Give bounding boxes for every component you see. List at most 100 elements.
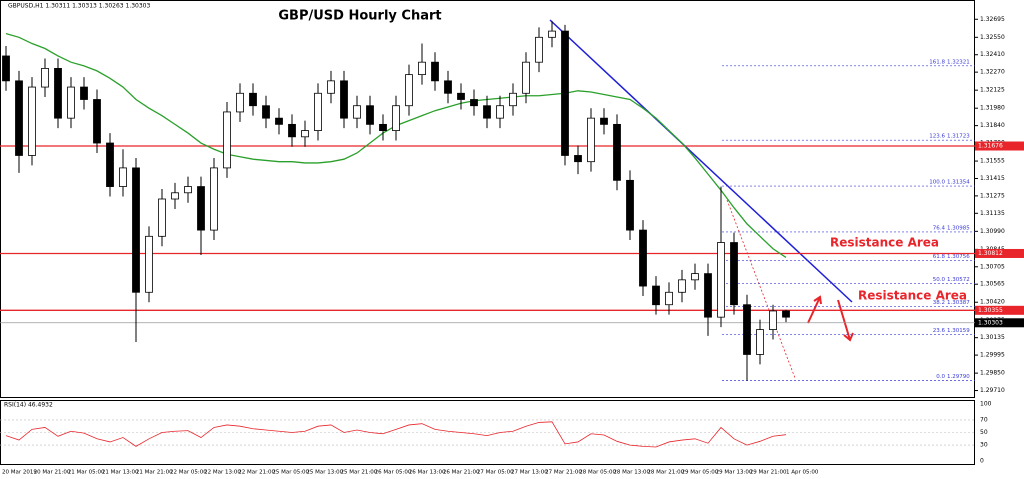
- x-tick-label: 22 Mar 21:00: [238, 470, 275, 476]
- price-tag: [975, 248, 1024, 258]
- x-tick-label: 28 Mar 13:00: [613, 470, 650, 476]
- x-tick-label: 21 Mar 21:00: [136, 470, 173, 476]
- fib-price: 1.32321: [947, 59, 970, 65]
- y-tick-label: 1.29995: [980, 352, 1005, 359]
- candle-body: [457, 92, 465, 100]
- candle-body: [691, 273, 699, 281]
- y-tick-label: 1.32695: [980, 16, 1005, 23]
- x-tick-label: 29 Mar 21:00: [750, 470, 787, 476]
- fib-price: 1.30387: [947, 300, 970, 306]
- x-tick-label: 28 Mar 21:00: [647, 470, 684, 476]
- x-tick-label: 27 Mar 21:00: [545, 470, 582, 476]
- candle-body: [93, 99, 101, 144]
- fib-price: 1.31723: [947, 134, 970, 140]
- candle-body: [379, 123, 387, 131]
- fib-ratio: 0.0: [936, 374, 945, 380]
- chart-title: GBP/USD Hourly Chart: [278, 9, 441, 24]
- x-tick-label: 26 Mar 13:00: [409, 470, 446, 476]
- x-tick-label: 21 Mar 05:00: [68, 470, 105, 476]
- candle-body: [418, 61, 426, 76]
- candle-body: [574, 155, 582, 163]
- rsi-label: RSI(14) 46.4932: [4, 402, 53, 409]
- candle-body: [80, 86, 88, 100]
- price-tag-label: 1.31676: [978, 143, 1003, 150]
- candle-body: [262, 105, 270, 119]
- candle-body: [223, 111, 231, 169]
- rsi-tick-label: 30: [980, 442, 988, 449]
- candle-body: [353, 105, 361, 119]
- y-tick-label: 1.29710: [980, 387, 1005, 394]
- trendline: [549, 19, 853, 303]
- y-tick-label: 1.31555: [980, 158, 1005, 165]
- fib-ratio: 23.6: [933, 328, 946, 334]
- candle-body: [184, 186, 192, 194]
- candle-body: [119, 167, 127, 187]
- candle-body: [197, 186, 205, 231]
- candle-body: [704, 273, 712, 318]
- price-tag-label: 1.30355: [978, 307, 1003, 314]
- candle-body: [600, 117, 608, 125]
- x-tick-label: 25 Mar 21:00: [341, 470, 378, 476]
- fib-ratio: 123.6: [929, 134, 945, 140]
- candle-body: [522, 61, 530, 94]
- y-tick-label: 1.31415: [980, 175, 1005, 182]
- y-tick-label: 1.32410: [980, 51, 1005, 58]
- y-tick-label: 1.31275: [980, 192, 1005, 199]
- candle-body: [769, 310, 777, 330]
- x-tick-label: 26 Mar 21:00: [443, 470, 480, 476]
- candle-body: [158, 198, 166, 237]
- fib-ratio: 38.2: [933, 300, 945, 306]
- x-tick-label: 28 Mar 05:00: [579, 470, 616, 476]
- candle-body: [730, 242, 738, 306]
- candle-body: [535, 36, 543, 63]
- price-tag-label: 1.30303: [978, 319, 1003, 326]
- fib-price: 1.29790: [947, 374, 970, 380]
- arrow-up-head: [813, 295, 822, 305]
- fib-price: 1.30756: [947, 254, 970, 260]
- candle-body: [288, 123, 296, 138]
- fib-ratio: 50.0: [933, 277, 946, 283]
- annotation: Resistance Area: [830, 236, 939, 250]
- candle-body: [15, 80, 23, 156]
- y-tick-label: 1.30565: [980, 281, 1005, 288]
- x-tick-label: 25 Mar 05:00: [272, 470, 309, 476]
- fib-ratio: 61.8: [933, 254, 946, 260]
- arrow-down-head: [843, 332, 854, 342]
- candle-body: [54, 68, 62, 119]
- price-tag: [975, 141, 1024, 151]
- candle-body: [587, 117, 595, 163]
- candle-body: [665, 291, 673, 306]
- candle-body: [327, 80, 335, 94]
- candle-body: [28, 86, 36, 156]
- y-tick-label: 1.29850: [980, 370, 1005, 377]
- fib-ratio: 161.8: [929, 59, 945, 65]
- price-tag: [975, 305, 1024, 315]
- candle-body: [756, 329, 764, 355]
- fib-price: 1.30159: [947, 328, 970, 334]
- candle-body: [548, 30, 556, 38]
- y-tick-label: 1.30135: [980, 334, 1005, 341]
- candle-body: [678, 279, 686, 293]
- x-tick-label: 20 Mar 21:00: [34, 470, 71, 476]
- candle-body: [431, 61, 439, 82]
- x-tick-label: 29 Mar 05:00: [682, 470, 719, 476]
- candle-body: [652, 285, 660, 306]
- x-tick-label: 27 Mar 13:00: [511, 470, 548, 476]
- candle-body: [340, 80, 348, 119]
- candle-body: [509, 92, 517, 107]
- candle-body: [171, 192, 179, 200]
- candle-body: [249, 92, 257, 107]
- candle-body: [444, 80, 452, 94]
- y-tick-label: 1.30990: [980, 228, 1005, 235]
- candle-body: [405, 74, 413, 107]
- candle-body: [639, 229, 647, 287]
- candle-body: [145, 235, 153, 293]
- candle-body: [106, 142, 114, 187]
- rsi-tick-label: 0: [980, 458, 984, 465]
- fib-ratio: 100.0: [929, 180, 945, 186]
- y-tick-label: 1.30705: [980, 263, 1005, 270]
- candle-body: [392, 105, 400, 131]
- candle-body: [496, 105, 504, 119]
